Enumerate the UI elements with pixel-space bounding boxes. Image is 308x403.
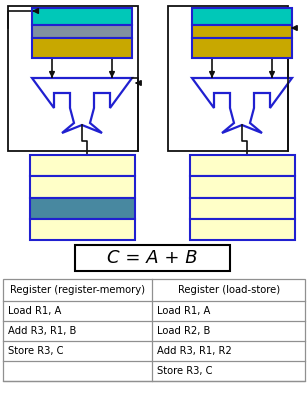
Bar: [75, 245, 230, 271]
Text: C = A + B: C = A + B: [107, 249, 198, 267]
Bar: [3, 279, 305, 381]
Text: Load R1, A: Load R1, A: [8, 306, 61, 316]
Bar: [30, 176, 135, 197]
Bar: [30, 219, 135, 240]
Text: Store R3, C: Store R3, C: [157, 366, 213, 376]
Bar: [192, 25, 292, 38]
Bar: [168, 6, 288, 151]
Text: Add R3, R1, B: Add R3, R1, B: [8, 326, 76, 336]
Bar: [30, 155, 135, 176]
Text: Register (load-store): Register (load-store): [178, 285, 280, 295]
Bar: [190, 219, 295, 240]
Text: Load R2, B: Load R2, B: [157, 326, 211, 336]
Text: Load R1, A: Load R1, A: [157, 306, 211, 316]
Bar: [32, 25, 132, 38]
Polygon shape: [32, 78, 132, 133]
Text: Add R3, R1, R2: Add R3, R1, R2: [157, 346, 232, 356]
Text: Store R3, C: Store R3, C: [8, 346, 63, 356]
Bar: [8, 6, 138, 151]
Bar: [32, 8, 132, 25]
Bar: [30, 197, 135, 219]
Bar: [190, 176, 295, 197]
Bar: [32, 38, 132, 58]
Text: Register (register-memory): Register (register-memory): [10, 285, 145, 295]
Bar: [192, 38, 292, 58]
Polygon shape: [192, 78, 292, 133]
Bar: [190, 197, 295, 219]
Bar: [192, 8, 292, 25]
Bar: [190, 155, 295, 176]
